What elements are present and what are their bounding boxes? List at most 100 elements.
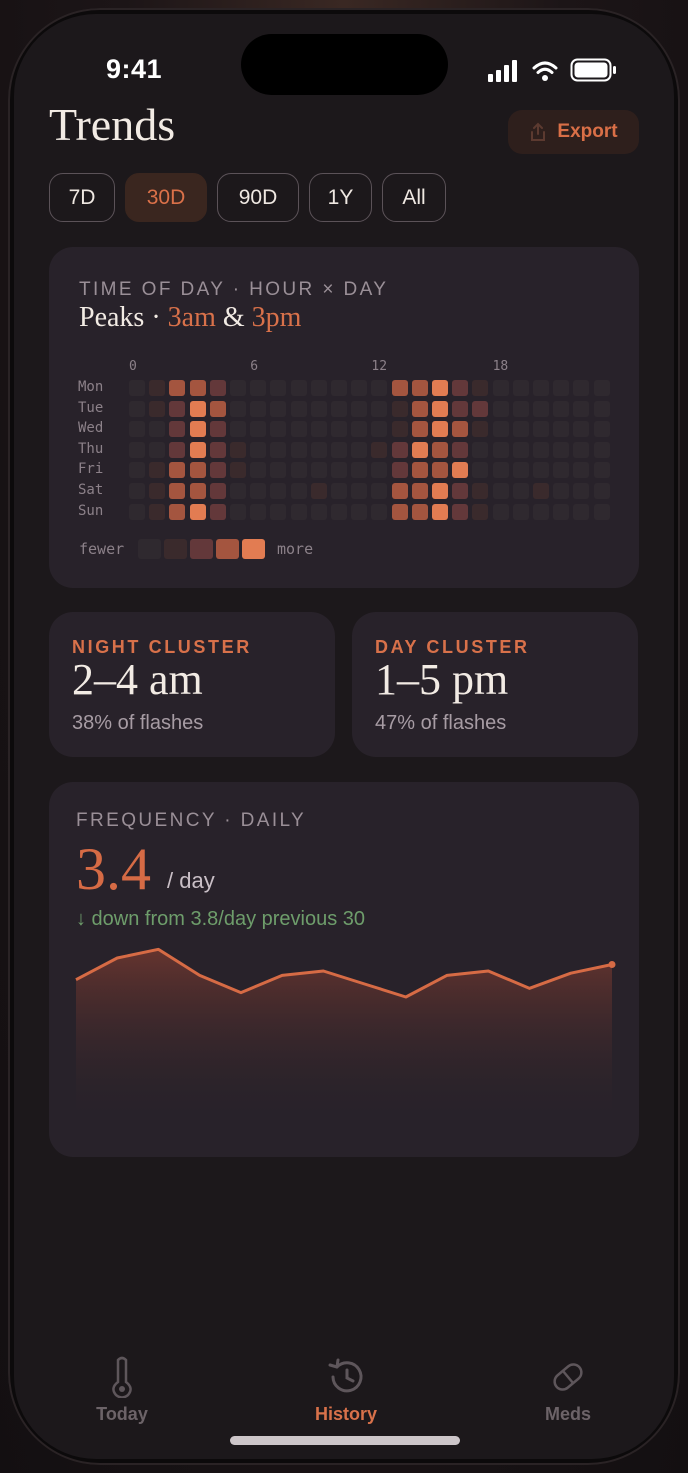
heatmap-cell xyxy=(452,503,469,520)
heatmap-cell xyxy=(331,421,347,438)
heatmap-cell xyxy=(250,380,267,396)
day-label: Mon xyxy=(78,379,104,395)
range-all[interactable]: All xyxy=(382,173,446,222)
hour-label: 18 xyxy=(492,359,509,374)
heatmap-cell xyxy=(169,462,186,479)
heatmap-peaks: Peaks · 3am & 3pm xyxy=(79,302,301,334)
heatmap-cell xyxy=(331,503,347,520)
heatmap-cell xyxy=(270,483,287,499)
heatmap-cell xyxy=(512,462,529,479)
export-label: Export xyxy=(557,121,618,142)
heatmap-cell xyxy=(230,441,246,458)
heatmap-cell xyxy=(573,400,590,417)
day-cluster-value: 1–5 pm xyxy=(375,655,509,704)
heatmap-cell xyxy=(189,503,206,520)
range-90d[interactable]: 90D xyxy=(217,173,299,222)
dynamic-island xyxy=(241,34,448,95)
heatmap-cell xyxy=(411,380,428,396)
heatmap-cell xyxy=(371,400,388,417)
heatmap-cell xyxy=(149,483,166,499)
heatmap-cell xyxy=(553,380,570,396)
heatmap-cell xyxy=(149,421,166,438)
heatmap-cell xyxy=(189,483,206,499)
legend-swatch xyxy=(190,539,213,559)
heatmap-cell xyxy=(209,462,226,479)
peak-day: 3pm xyxy=(251,302,302,333)
status-time: 9:41 xyxy=(106,54,163,84)
heatmap-cell xyxy=(149,380,166,396)
frequency-trend: ↓ down from 3.8/day previous 30 xyxy=(76,908,366,930)
heatmap-cell xyxy=(351,400,368,417)
heatmap-cell xyxy=(290,380,307,396)
day-label: Thu xyxy=(78,440,104,457)
pill-icon xyxy=(553,1363,583,1391)
heatmap-cell xyxy=(129,462,145,479)
heatmap-cell xyxy=(169,503,186,520)
heatmap-cell xyxy=(432,421,448,438)
heatmap-cell xyxy=(331,400,347,417)
heatmap-cell xyxy=(331,441,347,458)
heatmap-cell xyxy=(573,503,590,520)
legend-swatch xyxy=(164,539,187,559)
heatmap-cell xyxy=(452,483,469,499)
heatmap-cell xyxy=(553,441,570,458)
heatmap-cell xyxy=(290,462,307,479)
heatmap-cell xyxy=(472,421,489,438)
heatmap-cell xyxy=(391,462,408,479)
heatmap-cell xyxy=(452,380,469,396)
tab-label: Meds xyxy=(544,1404,591,1424)
heatmap-cell xyxy=(371,441,388,458)
heatmap-cell xyxy=(411,400,428,417)
heatmap-cell xyxy=(189,380,206,396)
heatmap-cell xyxy=(169,441,186,458)
heatmap-cell xyxy=(230,503,246,520)
heatmap-cell xyxy=(432,483,448,499)
frequency-value: 3.4 xyxy=(76,836,151,902)
range-1y[interactable]: 1Y xyxy=(309,173,372,222)
heatmap-cell xyxy=(189,421,206,438)
range-30d[interactable]: 30D xyxy=(125,173,207,222)
heatmap-cell xyxy=(270,503,287,520)
heatmap-cell xyxy=(310,483,327,499)
heatmap-card: TIME OF DAY · HOUR × DAY xyxy=(49,247,639,588)
heatmap-cell xyxy=(512,503,529,520)
signal-icon xyxy=(488,60,517,82)
heatmap-cell xyxy=(371,421,388,438)
heatmap-cell xyxy=(149,462,166,479)
heatmap-cell xyxy=(351,441,368,458)
heatmap-cell xyxy=(411,421,428,438)
frequency-unit: / day xyxy=(167,868,215,893)
heatmap-cell xyxy=(169,380,186,396)
heatmap-cell xyxy=(250,400,267,417)
heatmap-cell xyxy=(432,400,448,417)
heatmap-cell xyxy=(533,462,549,479)
tab-history[interactable]: History xyxy=(286,1356,406,1425)
heatmap-cell xyxy=(169,421,186,438)
range-7d[interactable]: 7D xyxy=(49,173,115,222)
export-button[interactable]: Export xyxy=(508,110,639,154)
heatmap-cell xyxy=(310,503,327,520)
heatmap-cell xyxy=(209,400,226,417)
heatmap-cell xyxy=(573,462,590,479)
tab-today[interactable]: Today xyxy=(62,1356,182,1425)
night-cluster-card: NIGHT CLUSTER 38% of flashes xyxy=(49,612,335,757)
heatmap-cell xyxy=(149,503,166,520)
heatmap-cell xyxy=(290,483,307,499)
heatmap-cell xyxy=(149,441,166,458)
heatmap-cell xyxy=(129,503,145,520)
heatmap-cell xyxy=(452,441,469,458)
heatmap-cell xyxy=(593,380,610,396)
heatmap-cell xyxy=(573,380,590,396)
heatmap-cell xyxy=(553,503,570,520)
heatmap-cell xyxy=(290,400,307,417)
heatmap-cell xyxy=(351,421,368,438)
day-label: Tue xyxy=(78,399,104,416)
range-label: 90D xyxy=(238,185,278,209)
heatmap-cell xyxy=(472,400,489,417)
heatmap-cell xyxy=(492,503,509,520)
heatmap-cell xyxy=(310,400,327,417)
heatmap-cell xyxy=(533,503,549,520)
status-icons xyxy=(488,58,618,84)
heatmap-cell xyxy=(432,462,448,479)
tab-meds[interactable]: Meds xyxy=(508,1356,628,1425)
